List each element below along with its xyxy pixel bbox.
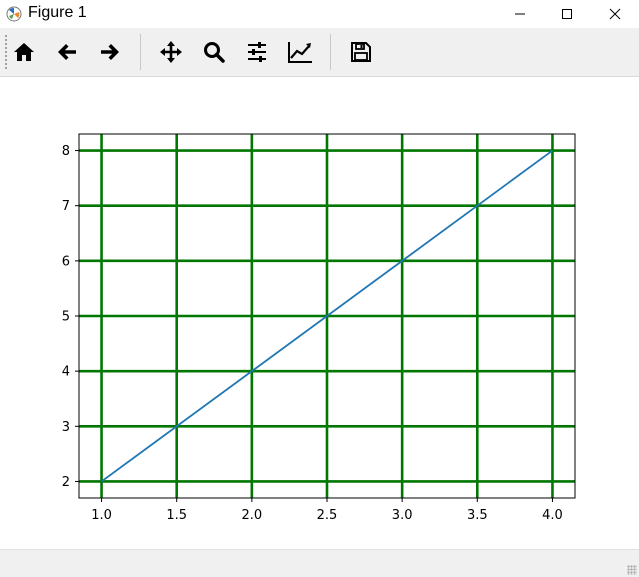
status-bar [0, 549, 639, 577]
configure-subplots-button[interactable] [241, 36, 273, 68]
back-arrow-icon [58, 44, 76, 60]
pan-move-icon [160, 41, 182, 63]
x-tick-label: 3.5 [467, 508, 488, 523]
home-button[interactable] [8, 36, 40, 68]
y-tick-label: 4 [62, 365, 70, 380]
edit-axis-line-icon [288, 42, 312, 63]
minimize-button[interactable] [497, 0, 543, 28]
y-tick-label: 5 [62, 310, 70, 325]
toolbar-separator [330, 34, 331, 70]
x-tick-label: 3.0 [392, 508, 413, 523]
data-line [101, 149, 553, 483]
pan-button[interactable] [155, 36, 187, 68]
x-tick-label: 1.5 [166, 508, 187, 523]
zoom-magnifier-icon [204, 42, 225, 63]
y-axis: 2 3 4 5 6 7 8 [62, 144, 79, 490]
configure-subplots-icon [248, 42, 266, 62]
save-button[interactable] [345, 36, 377, 68]
forward-arrow-icon [101, 44, 119, 60]
maximize-icon [562, 9, 572, 19]
zoom-button[interactable] [198, 36, 230, 68]
y-tick-label: 7 [62, 199, 70, 214]
edit-axis-button[interactable] [284, 36, 316, 68]
resize-grip-icon[interactable] [627, 565, 637, 575]
y-tick-label: 2 [62, 475, 70, 490]
line-chart: 1.0 1.5 2.0 2.5 3.0 3.5 4.0 2 3 4 5 6 7 8 [62, 133, 576, 523]
x-tick-label: 1.0 [91, 508, 112, 523]
close-button[interactable] [592, 0, 638, 28]
title-bar: Figure 1 [0, 0, 639, 28]
back-button[interactable] [51, 36, 83, 68]
app-logo-icon [6, 6, 22, 22]
toolbar-separator [140, 34, 141, 70]
y-tick-label: 6 [62, 254, 70, 269]
y-tick-label: 3 [62, 420, 70, 435]
window-title: Figure 1 [28, 4, 87, 21]
navigation-toolbar [0, 28, 639, 77]
toolbar-grip[interactable] [4, 34, 8, 70]
x-tick-label: 2.0 [242, 508, 263, 523]
save-floppy-icon [351, 42, 371, 62]
maximize-button[interactable] [544, 0, 590, 28]
x-tick-label: 2.5 [317, 508, 338, 523]
minimize-icon [515, 13, 525, 15]
close-icon [609, 8, 621, 20]
x-tick-label: 4.0 [542, 508, 563, 523]
figure-canvas[interactable]: 1.0 1.5 2.0 2.5 3.0 3.5 4.0 2 3 4 5 6 7 8 [0, 77, 639, 549]
x-axis: 1.0 1.5 2.0 2.5 3.0 3.5 4.0 [91, 498, 563, 523]
y-tick-label: 8 [62, 144, 70, 159]
home-icon [14, 43, 34, 61]
forward-button[interactable] [94, 36, 126, 68]
grid-lines [79, 134, 575, 498]
